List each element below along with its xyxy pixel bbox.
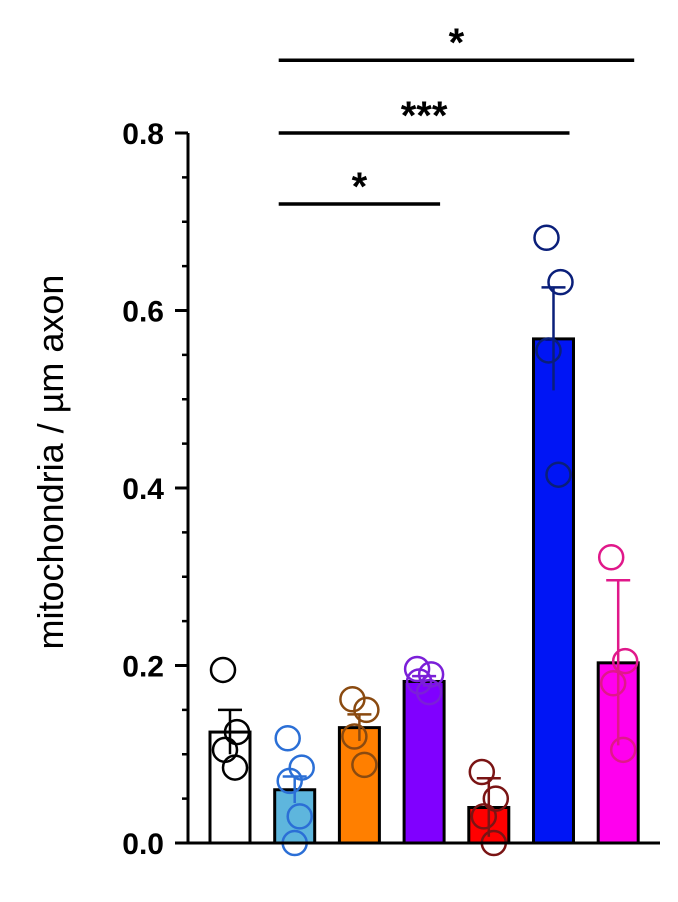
- data-point-group-3: [351, 751, 378, 779]
- significance-label: *: [449, 21, 465, 65]
- significance-layer: *****: [278, 21, 635, 209]
- y-tick-label: 0.8: [122, 118, 164, 151]
- data-point-group-4: [403, 655, 431, 683]
- data-point-group-7: [599, 670, 627, 697]
- data-point-group-6: [545, 461, 572, 488]
- data-point-group-7: [611, 647, 639, 675]
- data-point-group-6: [533, 224, 560, 251]
- bars-layer: [208, 337, 640, 845]
- y-tick-label: 0.0: [122, 828, 164, 861]
- data-point-group-5: [470, 803, 498, 830]
- bar-group-6: [532, 337, 575, 845]
- data-point-group-3: [353, 696, 380, 724]
- data-point-group-1: [221, 754, 249, 781]
- y-tick-label: 0.2: [122, 651, 164, 684]
- data-point-group-2: [274, 725, 301, 752]
- y-axis-title: mitochondria / µm axon: [30, 275, 71, 650]
- data-point-group-1: [223, 718, 251, 746]
- significance-label: *: [352, 165, 368, 209]
- axes-layer: 0.0 0.2 0.4 0.6 0.8: [122, 118, 660, 861]
- significance-label: ***: [401, 94, 448, 138]
- data-point-group-3: [341, 723, 368, 750]
- y-tick-label: 0.4: [122, 473, 164, 506]
- data-point-group-5: [468, 758, 496, 786]
- data-point-group-5: [482, 785, 510, 812]
- data-point-group-7: [597, 543, 625, 571]
- data-point-group-2: [276, 767, 303, 795]
- data-point-group-6: [535, 337, 562, 364]
- data-point-group-1: [209, 656, 237, 684]
- data-point-group-4: [415, 678, 443, 706]
- data-point-group-6: [547, 268, 574, 296]
- y-tick-label: 0.6: [122, 296, 164, 329]
- data-point-group-7: [609, 736, 637, 764]
- bar-group-4: [402, 679, 446, 845]
- data-point-group-2: [286, 803, 313, 830]
